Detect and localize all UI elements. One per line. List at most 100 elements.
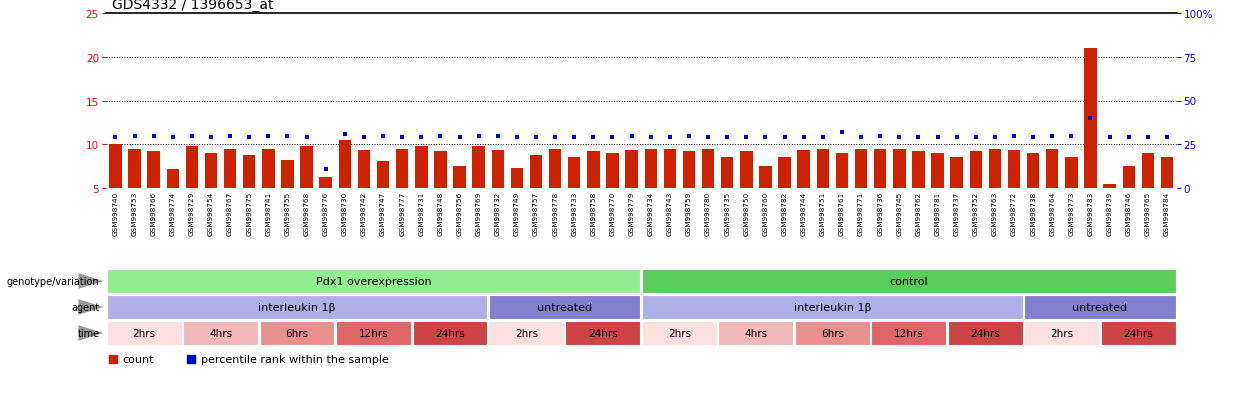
Point bbox=[641, 135, 661, 141]
Bar bbox=[147, 152, 159, 189]
Point bbox=[813, 135, 833, 141]
Text: GSM998750: GSM998750 bbox=[743, 191, 749, 235]
Bar bbox=[167, 169, 179, 189]
Text: agent: agent bbox=[71, 302, 100, 312]
Point bbox=[259, 133, 279, 140]
Point bbox=[354, 135, 374, 141]
Point bbox=[946, 135, 966, 141]
Bar bbox=[817, 149, 829, 189]
Bar bbox=[396, 149, 408, 189]
Point bbox=[852, 135, 871, 141]
Bar bbox=[107, 321, 182, 345]
Text: GSM998782: GSM998782 bbox=[782, 191, 788, 235]
Text: GSM998754: GSM998754 bbox=[208, 191, 214, 235]
Point bbox=[182, 133, 202, 140]
Text: GSM998745: GSM998745 bbox=[896, 191, 903, 235]
Point bbox=[239, 135, 259, 141]
Text: GSM998756: GSM998756 bbox=[457, 191, 463, 235]
Bar bbox=[300, 147, 312, 189]
Bar bbox=[415, 147, 427, 189]
Text: time: time bbox=[77, 328, 100, 338]
Bar bbox=[874, 149, 886, 189]
Bar bbox=[1101, 321, 1175, 345]
Bar bbox=[492, 151, 504, 189]
Point bbox=[832, 129, 852, 136]
Text: GSM998752: GSM998752 bbox=[972, 191, 979, 235]
Point bbox=[603, 135, 622, 141]
Bar bbox=[625, 151, 637, 189]
Point bbox=[316, 166, 336, 173]
Point bbox=[296, 135, 316, 141]
Point bbox=[889, 135, 909, 141]
Text: GSM998753: GSM998753 bbox=[132, 191, 137, 235]
Point bbox=[966, 135, 986, 141]
Bar bbox=[530, 155, 543, 189]
Bar bbox=[489, 321, 564, 345]
Bar bbox=[510, 169, 523, 189]
Text: untreated: untreated bbox=[1072, 302, 1128, 312]
Point bbox=[431, 133, 451, 140]
Bar bbox=[989, 149, 1001, 189]
Bar bbox=[855, 149, 868, 189]
Bar bbox=[377, 161, 390, 189]
Bar bbox=[606, 154, 619, 189]
Point bbox=[545, 135, 565, 141]
Text: control: control bbox=[889, 276, 929, 286]
Bar bbox=[204, 154, 217, 189]
Text: 2hrs: 2hrs bbox=[132, 328, 156, 338]
Bar bbox=[435, 152, 447, 189]
Point bbox=[392, 135, 412, 141]
Point bbox=[335, 131, 355, 138]
Bar bbox=[336, 321, 411, 345]
Point bbox=[1042, 133, 1062, 140]
Text: GSM998748: GSM998748 bbox=[437, 191, 443, 235]
Text: GSM998757: GSM998757 bbox=[533, 191, 539, 235]
Bar bbox=[872, 321, 946, 345]
Bar bbox=[702, 149, 715, 189]
Text: GSM998779: GSM998779 bbox=[629, 191, 635, 235]
Point bbox=[621, 133, 641, 140]
Text: GSM998730: GSM998730 bbox=[342, 191, 347, 235]
Bar bbox=[778, 158, 791, 189]
Text: GSM998736: GSM998736 bbox=[878, 191, 883, 235]
Bar bbox=[565, 321, 640, 345]
Text: interleukin 1β: interleukin 1β bbox=[258, 302, 336, 312]
Text: 24hrs: 24hrs bbox=[970, 328, 1000, 338]
Bar bbox=[740, 152, 752, 189]
Point bbox=[1023, 135, 1043, 141]
Bar bbox=[183, 321, 258, 345]
Point bbox=[909, 135, 929, 141]
Text: GSM998758: GSM998758 bbox=[590, 191, 596, 235]
Text: GSM998780: GSM998780 bbox=[705, 191, 711, 235]
Bar bbox=[1123, 167, 1135, 189]
Bar bbox=[243, 155, 255, 189]
Point bbox=[1119, 135, 1139, 141]
Point bbox=[564, 135, 584, 141]
Bar bbox=[664, 149, 676, 189]
Bar bbox=[931, 154, 944, 189]
Point bbox=[870, 133, 890, 140]
Point bbox=[985, 135, 1005, 141]
Point bbox=[507, 135, 527, 141]
Text: GSM998735: GSM998735 bbox=[725, 191, 731, 235]
Bar bbox=[721, 158, 733, 189]
Text: GSM998739: GSM998739 bbox=[1107, 191, 1113, 235]
Bar bbox=[1025, 295, 1175, 319]
Point bbox=[124, 133, 144, 140]
Text: GDS4332 / 1396653_at: GDS4332 / 1396653_at bbox=[112, 0, 274, 12]
Point bbox=[163, 135, 183, 141]
Text: GSM998774: GSM998774 bbox=[169, 191, 176, 235]
Point bbox=[106, 135, 126, 141]
Text: GSM998770: GSM998770 bbox=[610, 191, 615, 235]
Point bbox=[102, 356, 122, 362]
Text: percentile rank within the sample: percentile rank within the sample bbox=[200, 354, 388, 364]
Polygon shape bbox=[78, 299, 103, 315]
Point bbox=[698, 135, 718, 141]
Text: GSM998731: GSM998731 bbox=[418, 191, 425, 235]
Text: GSM998759: GSM998759 bbox=[686, 191, 692, 235]
Bar bbox=[453, 167, 466, 189]
Bar bbox=[645, 149, 657, 189]
Point bbox=[527, 135, 547, 141]
Point bbox=[182, 356, 202, 362]
Text: genotype/variation: genotype/variation bbox=[7, 276, 100, 286]
